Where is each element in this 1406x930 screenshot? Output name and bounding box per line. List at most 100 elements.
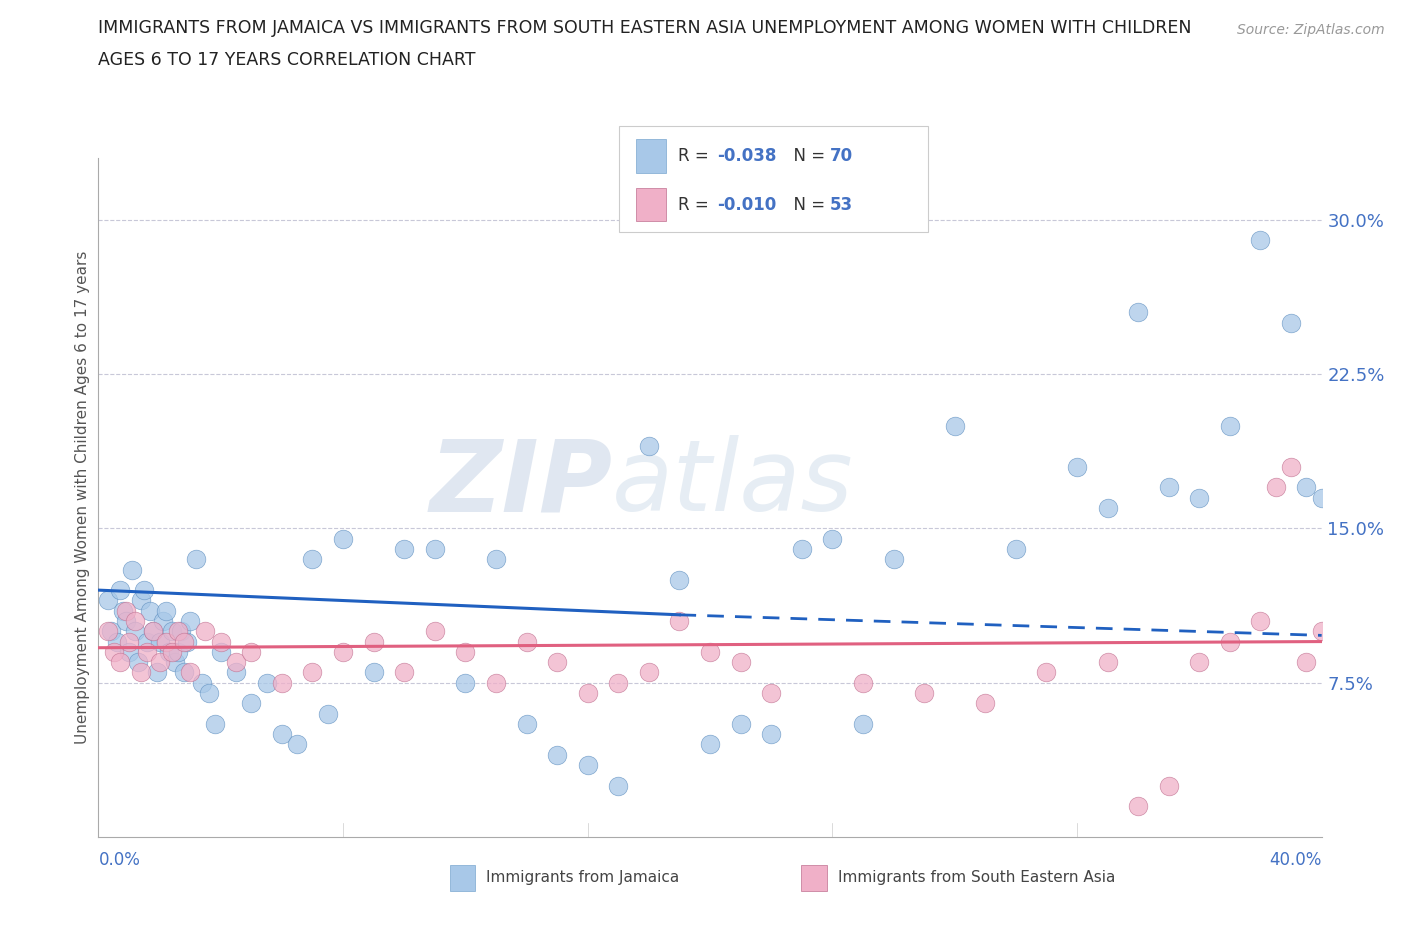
Point: [115, 614, 138, 629]
Point: [1250, 232, 1272, 247]
Point: [668, 614, 690, 629]
Point: [121, 562, 143, 577]
Text: N =: N =: [783, 147, 831, 166]
Point: [576, 685, 599, 700]
Point: [136, 644, 159, 659]
Point: [761, 726, 783, 741]
Point: [103, 644, 125, 659]
Point: [209, 644, 232, 659]
Text: R =: R =: [678, 195, 714, 214]
Point: [821, 531, 844, 546]
Point: [124, 624, 146, 639]
Text: 53: 53: [830, 195, 852, 214]
Point: [1295, 655, 1317, 670]
Point: [332, 644, 354, 659]
Point: [301, 665, 323, 680]
Point: [1372, 634, 1395, 649]
Point: [668, 572, 690, 587]
Point: [392, 541, 416, 556]
Point: [270, 675, 294, 690]
Point: [142, 624, 165, 639]
Text: IMMIGRANTS FROM JAMAICA VS IMMIGRANTS FROM SOUTH EASTERN ASIA UNEMPLOYMENT AMONG: IMMIGRANTS FROM JAMAICA VS IMMIGRANTS FR…: [98, 19, 1192, 36]
Point: [1264, 480, 1286, 495]
Text: Immigrants from Jamaica: Immigrants from Jamaica: [486, 870, 679, 885]
Text: R =: R =: [678, 147, 714, 166]
Point: [790, 541, 813, 556]
Point: [1250, 614, 1272, 629]
Point: [129, 593, 152, 608]
Point: [576, 758, 599, 773]
Point: [516, 716, 538, 731]
Point: [423, 624, 446, 639]
Point: [1157, 778, 1180, 793]
Point: [108, 655, 131, 670]
Point: [392, 665, 416, 680]
Point: [225, 665, 247, 680]
Point: [127, 655, 149, 670]
Point: [607, 675, 630, 690]
Point: [225, 655, 247, 670]
Point: [240, 644, 263, 659]
Point: [363, 665, 385, 680]
Point: [139, 604, 162, 618]
Point: [194, 624, 217, 639]
Point: [186, 551, 208, 566]
Point: [100, 624, 122, 639]
Point: [163, 655, 186, 670]
Point: [179, 665, 201, 680]
Point: [173, 665, 195, 680]
Point: [1097, 655, 1119, 670]
Point: [152, 614, 174, 629]
Point: [149, 634, 172, 649]
Text: -0.038: -0.038: [717, 147, 776, 166]
Text: Source: ZipAtlas.com: Source: ZipAtlas.com: [1237, 23, 1385, 37]
Point: [97, 593, 120, 608]
Point: [730, 716, 752, 731]
Point: [852, 716, 875, 731]
Point: [240, 696, 263, 711]
Point: [1279, 315, 1302, 330]
Point: [160, 644, 183, 659]
Text: ZIP: ZIP: [429, 435, 612, 533]
Point: [256, 675, 278, 690]
Point: [108, 583, 131, 598]
Point: [454, 644, 477, 659]
Point: [1128, 305, 1150, 320]
Point: [1188, 655, 1211, 670]
Text: atlas: atlas: [612, 435, 853, 533]
Point: [176, 634, 198, 649]
Point: [1341, 644, 1364, 659]
Point: [1295, 480, 1317, 495]
Point: [1219, 418, 1241, 433]
Point: [118, 634, 141, 649]
Point: [285, 737, 308, 751]
Point: [485, 675, 508, 690]
Point: [912, 685, 935, 700]
Point: [129, 665, 152, 680]
Point: [883, 551, 905, 566]
Point: [270, 726, 294, 741]
Point: [191, 675, 214, 690]
Point: [332, 531, 354, 546]
Point: [111, 604, 134, 618]
Point: [1066, 459, 1088, 474]
Point: [423, 541, 446, 556]
Text: 40.0%: 40.0%: [1270, 851, 1322, 869]
Point: [363, 634, 385, 649]
Point: [485, 551, 508, 566]
Point: [115, 604, 138, 618]
Text: 0.0%: 0.0%: [98, 851, 141, 869]
Point: [607, 778, 630, 793]
Point: [142, 624, 165, 639]
Point: [638, 665, 661, 680]
Point: [105, 634, 128, 649]
Point: [546, 748, 568, 763]
Point: [136, 634, 159, 649]
Point: [730, 655, 752, 670]
Text: N =: N =: [783, 195, 831, 214]
Point: [167, 644, 190, 659]
Point: [454, 675, 477, 690]
Point: [118, 644, 141, 659]
Point: [1310, 624, 1333, 639]
Point: [167, 624, 190, 639]
